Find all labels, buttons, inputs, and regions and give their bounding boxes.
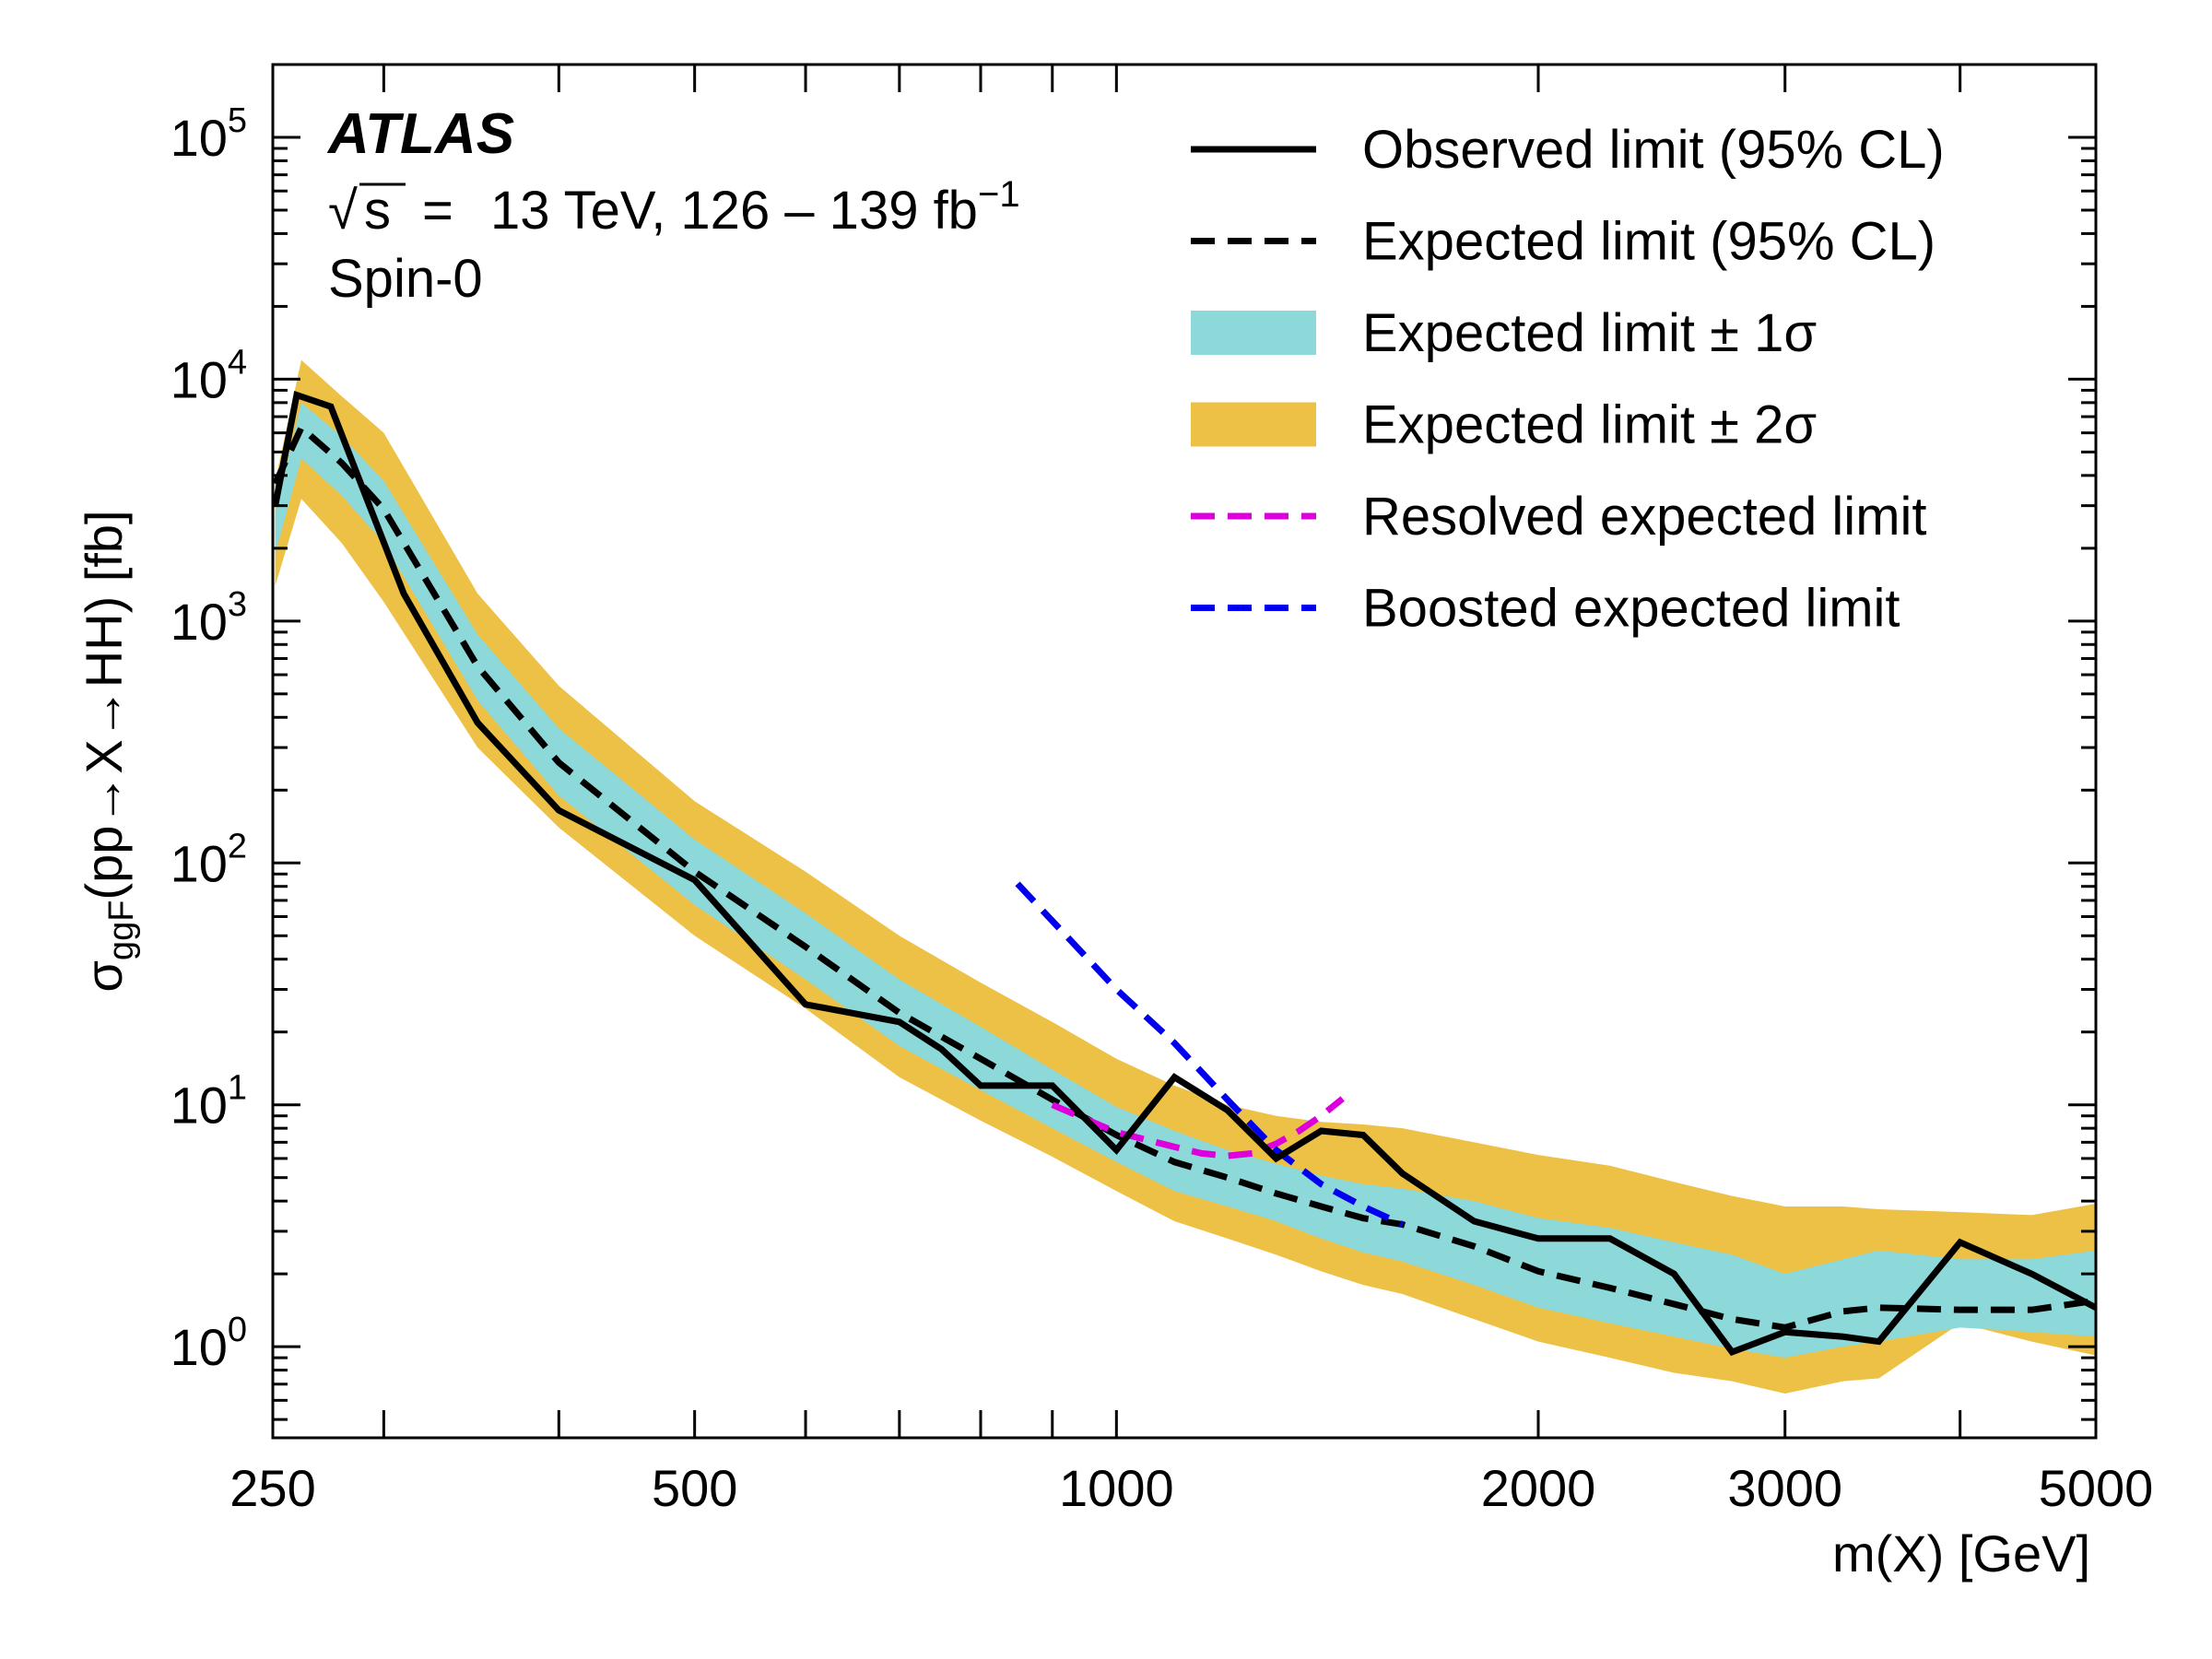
legend-item: Boosted expected limit [1191, 579, 1900, 639]
x-tick-label: 250 [229, 1459, 315, 1517]
y-axis-label: σggF(pp→X→HH) [fb] [75, 510, 141, 992]
x-axis-label: m(X) [GeV] [1832, 1524, 2090, 1583]
boosted-expected-line [1015, 881, 1405, 1228]
atlas-label: ATLAS [326, 102, 514, 166]
x-tick-label: 1000 [1059, 1459, 1174, 1517]
expected-limit-line [273, 422, 2096, 1331]
legend-label: Expected limit ± 1σ [1362, 303, 1817, 363]
energy-sqrt-symbol: √ [328, 181, 358, 241]
energy-exponent: −1 [978, 174, 1020, 215]
y-tick-label: 105 [171, 101, 247, 167]
y-tick-labels: 100 101 102 103 104 105 [171, 101, 247, 1376]
energy-text: 13 TeV, 126 – 139 fb−1 [490, 174, 1020, 241]
legend-label: Expected limit (95% CL) [1362, 212, 1936, 272]
energy-value: 13 TeV, 126 – 139 fb [490, 181, 978, 241]
y-tick-label: 104 [171, 343, 247, 408]
legend-label: Boosted expected limit [1362, 579, 1900, 639]
legend-item: Expected limit ± 1σ [1191, 303, 1817, 363]
series-lines [273, 391, 2096, 1357]
legend-swatch [1191, 402, 1316, 447]
legend: Observed limit (95% CL) Expected limit (9… [1191, 120, 1945, 639]
legend-label: Observed limit (95% CL) [1362, 120, 1945, 180]
legend-swatch [1191, 311, 1316, 355]
legend-item: Expected limit (95% CL) [1191, 212, 1936, 272]
legend-item: Resolved expected limit [1191, 487, 1927, 547]
legend-item: Observed limit (95% CL) [1191, 120, 1945, 180]
energy-equals: = [422, 181, 453, 241]
legend-label: Expected limit ± 2σ [1362, 395, 1817, 455]
observed-limit-line [273, 391, 2096, 1357]
resolved-expected-line [1051, 1096, 1345, 1159]
x-tick-labels: 250 500 1000 2000 3000 5000 [229, 1459, 2153, 1517]
x-tick-label: 500 [652, 1459, 737, 1517]
y-tick-label: 101 [171, 1069, 247, 1135]
x-tick-label: 5000 [2039, 1459, 2154, 1517]
y-axis-label-subscript: ggF [102, 900, 141, 960]
legend-label: Resolved expected limit [1362, 487, 1927, 547]
x-tick-label: 2000 [1481, 1459, 1596, 1517]
y-axis-label-sigma: σ [75, 960, 133, 993]
x-tick-label: 3000 [1727, 1459, 1842, 1517]
y-tick-label: 102 [171, 827, 247, 892]
legend-item: Expected limit ± 2σ [1191, 395, 1817, 455]
energy-label: √ s = 13 TeV, 126 – 139 fb−1 [328, 174, 1020, 241]
axis-ticks [273, 65, 2098, 1438]
y-tick-label: 103 [171, 585, 247, 651]
y-axis-label-rest: (pp→X→HH) [fb] [75, 510, 133, 900]
plot-frame [271, 63, 2098, 1440]
spin-label: Spin-0 [328, 249, 483, 309]
y-tick-label: 100 [171, 1311, 247, 1376]
energy-s: s [364, 181, 391, 241]
